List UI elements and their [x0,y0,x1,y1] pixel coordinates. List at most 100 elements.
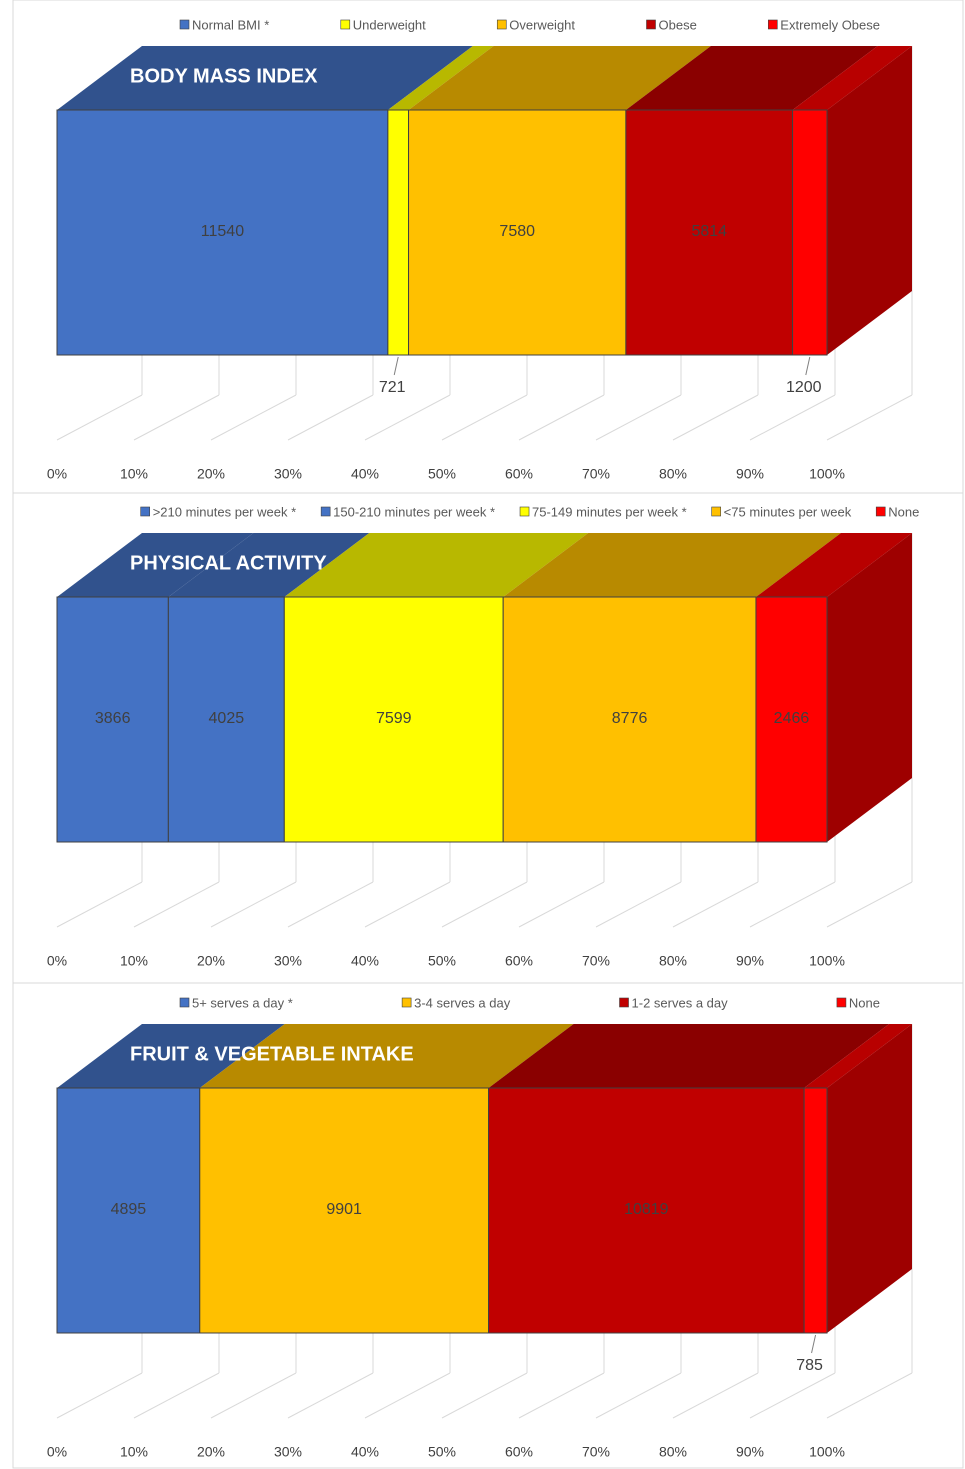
floor-grid-line [56,394,143,441]
legend-label: Obese [659,17,697,32]
x-tick-label: 20% [197,1444,225,1460]
floor-grid-line [595,881,682,928]
x-tick-label: 40% [351,466,379,482]
floor-grid-line [210,1372,297,1419]
x-tick-label: 90% [736,1444,764,1460]
x-tick-label: 80% [659,466,687,482]
x-tick-label: 70% [582,1444,610,1460]
data-label: 4895 [111,1201,147,1218]
legend-label: <75 minutes per week [724,504,852,519]
bar-top-face [755,533,912,597]
leader-line [393,356,399,376]
legend-label: >210 minutes per week * [153,504,296,519]
bar-segment [167,596,285,843]
legend-label: None [849,995,880,1010]
floor-grid-line [518,881,605,928]
x-tick-label: 0% [47,953,67,969]
bar-top-face [804,1024,912,1088]
x-tick-label: 20% [197,953,225,969]
bar-segment [755,596,828,843]
bar-segment [56,596,169,843]
bar-segment [625,109,794,356]
data-label: 10819 [624,1201,669,1218]
bar-segment [56,1087,201,1334]
floor-grid-line [287,881,374,928]
bar-segment [199,1087,490,1334]
floor-grid-line [826,394,913,441]
legend-label: Overweight [509,17,575,32]
floor-grid-line [287,394,374,441]
x-tick-label: 30% [274,953,302,969]
legend-swatch [179,997,190,1008]
chart-title: PHYSICAL ACTIVITY [130,552,327,574]
data-label: 3866 [95,710,131,727]
bar-segment [488,1087,805,1334]
floor-grid-line [364,881,451,928]
data-label: 9901 [326,1201,362,1218]
legend-swatch [320,506,331,517]
x-tick-label: 50% [428,466,456,482]
legend-label: Extremely Obese [780,17,880,32]
x-tick-label: 90% [736,466,764,482]
bar-segment [283,596,504,843]
floor-grid-line [518,1372,605,1419]
x-tick-label: 40% [351,1444,379,1460]
floor-grid-line [826,881,913,928]
bar-side-face [827,533,912,842]
floor-grid-line [518,394,605,441]
leader-line [805,356,811,376]
legend-swatch [875,506,886,517]
data-label: 721 [379,379,406,396]
x-tick-label: 20% [197,466,225,482]
floor-grid-line [133,881,220,928]
x-tick-label: 90% [736,953,764,969]
x-tick-label: 100% [809,953,845,969]
floor-grid-line [749,394,836,441]
legend-label: Normal BMI * [192,17,269,32]
legend-label: 75-149 minutes per week * [532,504,687,519]
x-tick-label: 50% [428,953,456,969]
floor-grid-line [133,1372,220,1419]
data-label: 1200 [786,379,822,396]
bar-top-face [792,46,912,110]
x-tick-label: 10% [120,1444,148,1460]
bar-side-face [827,1024,912,1333]
bar-segment [792,109,828,356]
floor-grid-line [210,881,297,928]
floor-grid-line [441,1372,528,1419]
x-tick-label: 10% [120,466,148,482]
bar-segment [803,1087,828,1334]
floor-grid-line [441,394,528,441]
legend-label: 150-210 minutes per week * [333,504,495,519]
x-tick-label: 100% [809,466,845,482]
bar-top-face [503,533,841,597]
legend-swatch [619,997,629,1008]
legend-swatch [179,19,190,30]
x-tick-label: 10% [120,953,148,969]
data-label: 7599 [376,710,412,727]
floor-grid-line [56,881,143,928]
floor-grid-line [364,1372,451,1419]
legend-swatch [767,19,778,30]
floor-grid-line [595,394,682,441]
x-tick-label: 30% [274,1444,302,1460]
chart-title: BODY MASS INDEX [130,65,318,87]
floor-grid-line [56,1372,143,1419]
bar-top-face [625,46,878,110]
x-tick-label: 100% [809,1444,845,1460]
legend-label: 5+ serves a day * [192,995,293,1010]
x-tick-label: 40% [351,953,379,969]
legend-swatch [711,506,721,517]
floor-grid-line [672,1372,759,1419]
x-tick-label: 60% [505,1444,533,1460]
x-tick-label: 70% [582,953,610,969]
x-tick-label: 0% [47,466,67,482]
bar-top-face [57,46,473,110]
floor-grid-line [749,881,836,928]
data-label: 5814 [691,223,727,240]
floor-grid-line [749,1372,836,1419]
floor-grid-line [210,394,297,441]
bar-top-face [199,1024,574,1088]
legend-swatch [401,997,412,1008]
